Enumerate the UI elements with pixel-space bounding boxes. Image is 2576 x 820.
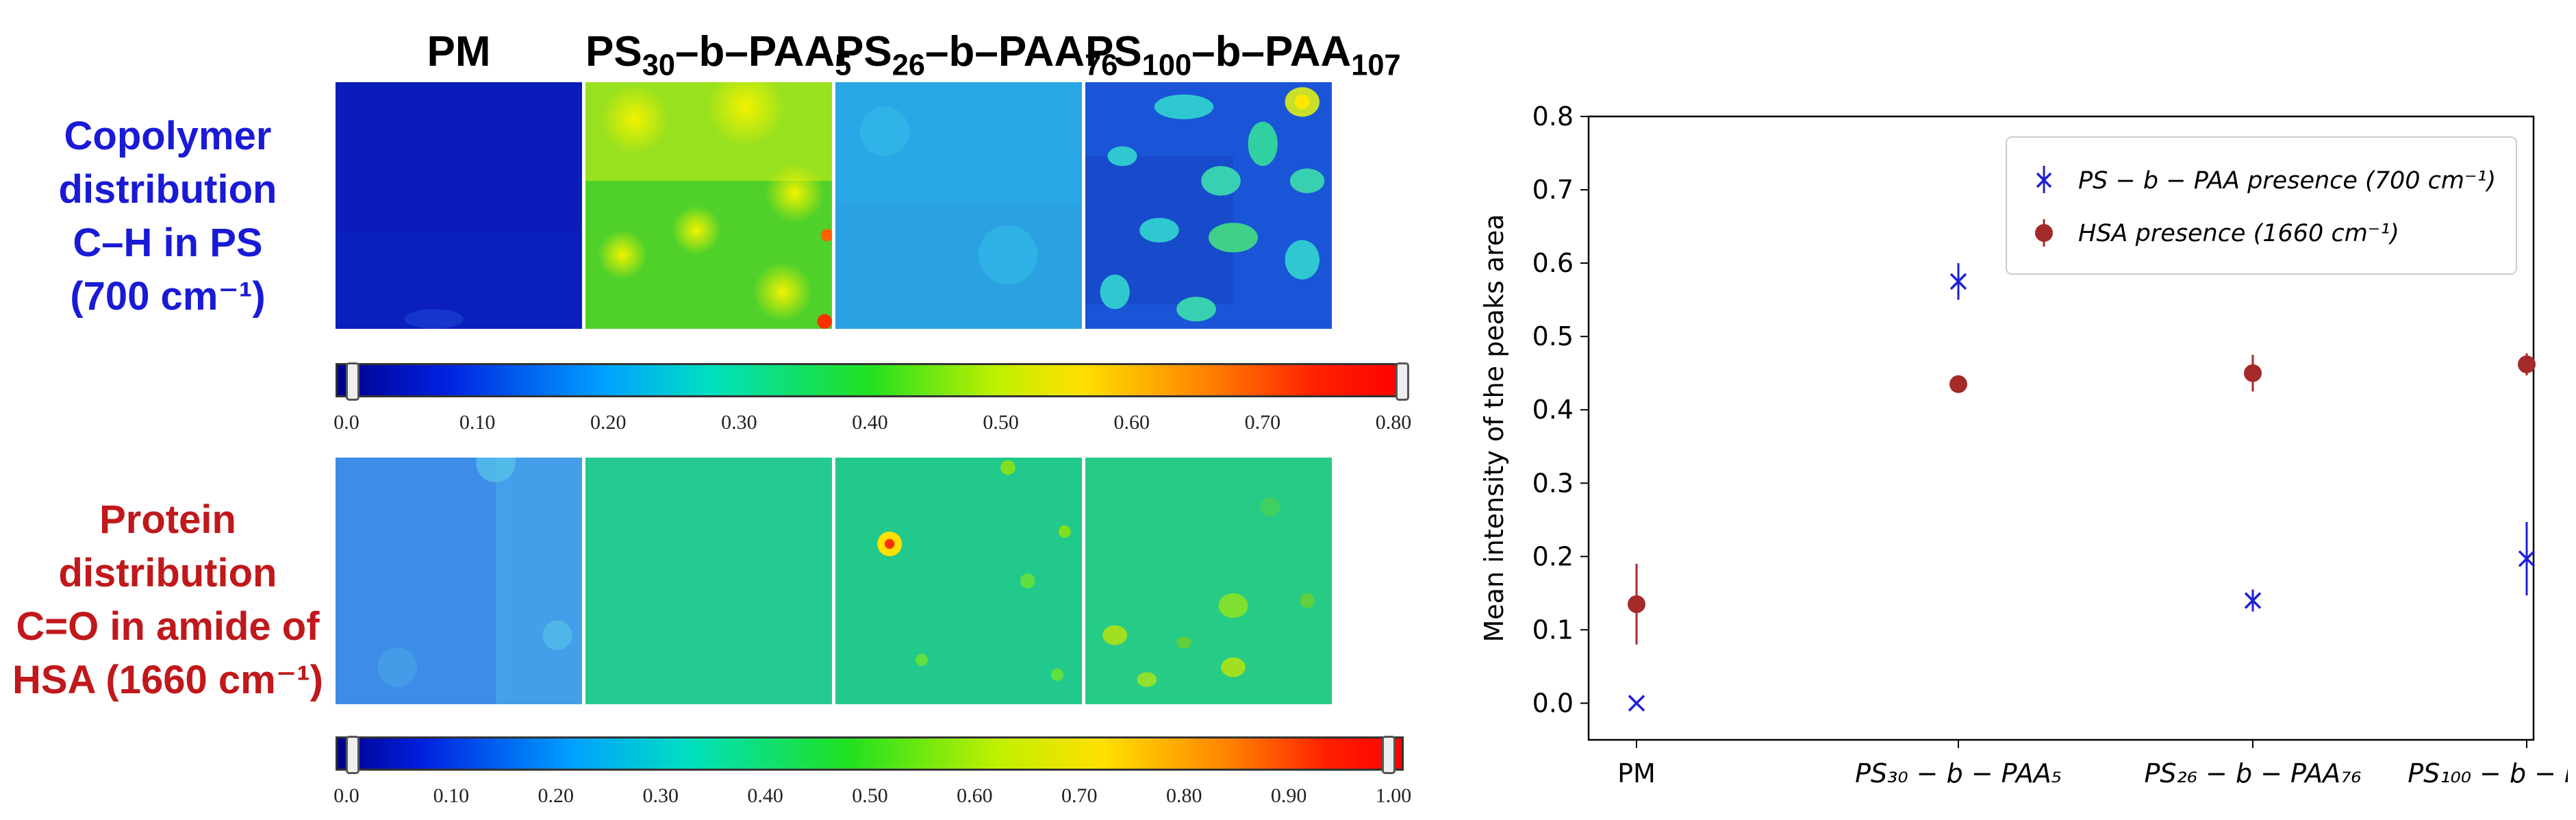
ticks-top-label: 0.10: [459, 411, 496, 434]
legend-ps-label: PS − b − PAA presence (700 cm⁻¹): [2078, 167, 2496, 195]
colorbar-top: [336, 362, 1409, 401]
y-axis-label: Mean intensity of the peaks area: [1479, 214, 1509, 643]
ticks-top-label: 0.20: [590, 411, 627, 434]
plot-frame: [1587, 115, 2535, 741]
y-tick-label: 0.0: [1532, 688, 1574, 718]
ps-point: [1628, 695, 1645, 712]
x-tick-label: PS₃₀ − b − PAA₅: [1855, 758, 2062, 788]
colorbar-bottom-max-handle[interactable]: [1382, 736, 1396, 774]
ticks-top-label: 0.60: [1113, 411, 1150, 434]
legend-box: [2006, 136, 2517, 275]
legend-ps-marker: [2036, 172, 2052, 188]
ticks-bottom-label: 0.20: [538, 784, 574, 807]
ps-point: [2244, 592, 2262, 609]
x-tick-label: PS₁₀₀ − b − PAA₁₀₇: [2408, 758, 2568, 788]
ticks-bottom-label: 0.50: [852, 784, 888, 807]
col-header-ps26: PS26–b–PAA76: [835, 28, 1118, 82]
protein-label-line-4: HSA (1660 cm⁻¹): [12, 658, 323, 702]
copolymer-label-line-1: Copolymer: [64, 114, 272, 158]
colorbar-bottom-min-handle[interactable]: [346, 736, 359, 774]
ticks-top-label: 0.50: [983, 411, 1019, 434]
col-header-ps30: PS30–b–PAA5: [585, 28, 852, 82]
map-copolymer-ps26: [835, 82, 1082, 329]
y-tick-label: 0.3: [1532, 468, 1574, 498]
ps-point: [2518, 550, 2536, 567]
ps-point: [1949, 273, 1967, 290]
legend-hsa-label: HSA presence (1660 cm⁻¹): [2078, 220, 2399, 247]
y-tick-label: 0.1: [1532, 614, 1574, 645]
copolymer-row-label: Copolymer distribution C–H in PS (700 cm…: [7, 110, 329, 323]
y-tick-label: 0.8: [1532, 101, 1574, 132]
x-tick-label: PS₂₆ − b − PAA₇₆: [2144, 758, 2361, 788]
hsa-point: [1949, 375, 1967, 393]
y-tick-label: 0.7: [1532, 175, 1574, 205]
ticks-bottom-label: 0.10: [433, 784, 470, 807]
x-tick-label: PM: [1617, 758, 1656, 788]
hsa-point: [1628, 595, 1645, 613]
ticks-bottom-label: 0.40: [747, 784, 783, 807]
ticks-bottom-label: 0.60: [957, 784, 993, 807]
map-copolymer-ps30: [585, 82, 832, 329]
col-header-ps100: PS100–b–PAA107: [1085, 28, 1401, 82]
colorbar-top-max-handle[interactable]: [1396, 362, 1409, 401]
protein-row-label: Protein distribution C=O in amide of HSA…: [7, 493, 329, 707]
ticks-bottom-label: 0.30: [642, 784, 679, 807]
colorbar-bottom: [336, 736, 1404, 774]
map-copolymer-pm: [336, 82, 582, 329]
y-tick-label: 0.4: [1532, 395, 1574, 425]
ticks-bottom-label: 1.00: [1375, 784, 1412, 807]
y-tick-label: 0.2: [1532, 541, 1574, 571]
map-copolymer-ps100: [1085, 82, 1332, 329]
map-protein-ps100: [1085, 458, 1332, 704]
colorbar-top-min-handle[interactable]: [346, 362, 359, 401]
ticks-bottom-label: 0.90: [1270, 784, 1307, 807]
ticks-bottom-label: 0.70: [1061, 784, 1098, 807]
ticks-top-label: 0.40: [852, 411, 888, 434]
scatter-chart: 0.0 0.1 0.2 0.3 0.4 0.5 0.6 0.7 0.8 PM PS₃₀ − b − …: [1479, 101, 2568, 788]
protein-label-line-1: Protein: [99, 497, 236, 542]
y-tick-label: 0.6: [1532, 248, 1574, 278]
ticks-top-label: 0.70: [1244, 411, 1281, 434]
copolymer-label-line-4: (700 cm⁻¹): [70, 274, 266, 319]
hsa-point: [2518, 355, 2536, 373]
ticks-top-label: 0.80: [1375, 411, 1412, 434]
ticks-top-label: 0.30: [721, 411, 757, 434]
map-protein-pm: [336, 458, 582, 704]
ticks-bottom-label: 0.0: [333, 784, 359, 807]
ticks-top-label: 0.0: [333, 411, 359, 434]
copolymer-label-line-2: distribution: [58, 167, 277, 212]
copolymer-label-line-3: C–H in PS: [73, 221, 263, 265]
protein-label-line-3: C=O in amide of: [16, 604, 320, 649]
protein-label-line-2: distribution: [58, 551, 277, 595]
ticks-bottom-label: 0.80: [1165, 784, 1202, 807]
col-header-pm: PM: [427, 28, 491, 75]
legend-hsa-marker: [2035, 224, 2053, 242]
map-protein-ps30: [585, 458, 832, 704]
hsa-point: [2244, 364, 2262, 382]
y-tick-label: 0.5: [1532, 321, 1574, 351]
map-protein-ps26: [835, 458, 1082, 704]
